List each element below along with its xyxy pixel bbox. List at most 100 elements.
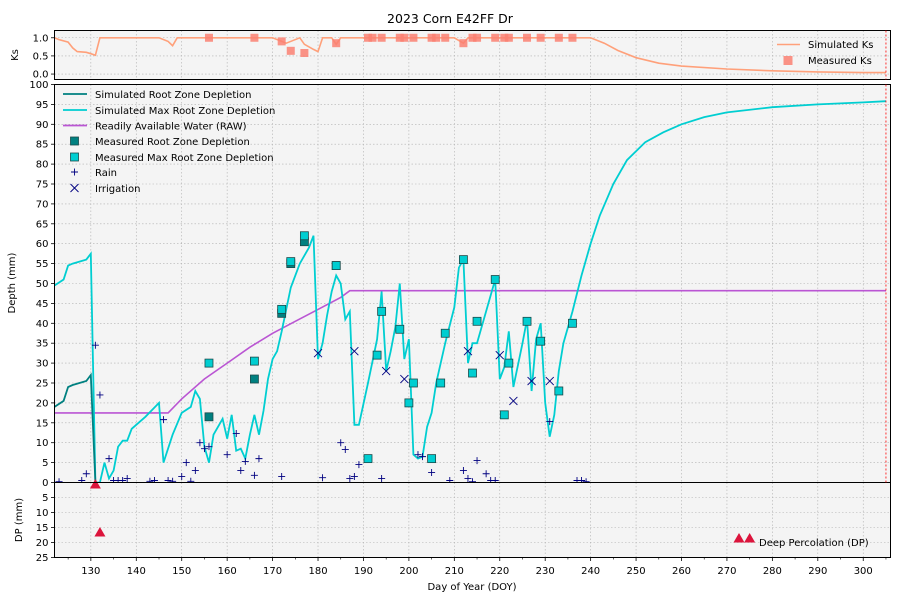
irrigation-point <box>463 346 473 356</box>
measured-max-rzd-point <box>250 356 259 366</box>
x-tick-label: 150 <box>172 566 191 577</box>
rain-point <box>419 453 427 461</box>
x-tick-label: 220 <box>490 566 509 577</box>
measured-max-root-zone-depletion-markers <box>204 231 577 464</box>
ks-measured-point <box>204 33 213 42</box>
depth-legend: Simulated Root Zone Depletion Simulated … <box>63 90 275 195</box>
legend-meas-max-rzd-label: Measured Max Root Zone Depletion <box>95 153 274 164</box>
ks-legend-measured-label: Measured Ks <box>808 56 872 67</box>
rain-point <box>200 445 208 453</box>
legend-meas-max-rzd-swatch <box>70 152 79 162</box>
x-tick-label: 260 <box>672 566 691 577</box>
ks-grid <box>54 30 891 80</box>
dp-legend-swatch <box>733 533 745 543</box>
measured-max-rzd-point <box>377 306 387 316</box>
ks-legend-measured-swatch <box>783 56 793 65</box>
x-tick-label: 290 <box>808 566 827 577</box>
irrigation-point <box>381 366 391 376</box>
measured-max-rzd-point <box>286 257 296 267</box>
y-tick-label: 45 <box>36 299 49 310</box>
legend-meas-rzd-label: Measured Root Zone Depletion <box>95 137 250 148</box>
y-tick-label: 15 <box>36 418 49 429</box>
ks-measured-point <box>368 33 377 42</box>
y-tick-label: 10 <box>36 508 49 519</box>
measured-max-rzd-point <box>427 454 437 464</box>
legend-irrigation-glyph <box>70 183 79 193</box>
x-tick-label: 230 <box>536 566 555 577</box>
ks-measured-point <box>400 33 409 42</box>
measured-max-rzd-point <box>331 261 341 270</box>
ks-panel: 0.0 0.5 1.0 Ks Simulated Ks Measured Ks <box>10 30 891 81</box>
y-tick-label: 70 <box>36 199 49 210</box>
measured-max-rzd-point <box>204 358 214 368</box>
rain-point <box>341 445 349 453</box>
ks-measured-point <box>277 37 286 46</box>
measured-max-rzd-point <box>404 398 414 408</box>
measured-max-rzd-point <box>504 358 514 368</box>
irrigation-markers <box>313 346 555 406</box>
y-tick-label: 0 <box>42 478 48 489</box>
ks-legend-simulated-label: Simulated Ks <box>808 40 873 51</box>
x-tick-label: 180 <box>308 566 327 577</box>
x-tick-label: 160 <box>218 566 237 577</box>
ks-measured-point <box>473 33 482 42</box>
legend-irrigation-label: Irrigation <box>95 184 140 195</box>
y-tick-label: 55 <box>36 259 49 270</box>
dp-y-axis-label: DP (mm) <box>14 498 25 542</box>
rain-point <box>473 457 481 465</box>
ks-measured-point <box>409 33 418 42</box>
dp-legend: Deep Percolation (DP) <box>733 533 869 549</box>
y-tick-label: 25 <box>36 379 49 390</box>
y-tick-label: 0.0 <box>33 70 49 81</box>
measured-max-rzd-point <box>440 328 450 338</box>
dp-point <box>744 533 756 543</box>
measured-max-rzd-point <box>490 275 500 284</box>
rain-point <box>96 391 104 399</box>
rain-point <box>255 455 263 463</box>
rain-point <box>464 475 472 483</box>
y-tick-label: 95 <box>36 100 49 111</box>
irrigation-point <box>400 374 409 384</box>
y-tick-label: 25 <box>36 553 49 564</box>
ks-axes-frame <box>54 30 891 80</box>
ks-measured-point <box>554 33 563 42</box>
legend-meas-rzd-swatch <box>70 136 79 146</box>
x-tick-label: 270 <box>717 566 736 577</box>
deep-percolation-markers <box>89 479 756 543</box>
rain-point <box>232 430 240 438</box>
depth-y-axis-label: Depth (mm) <box>7 252 18 313</box>
rain-point <box>378 475 386 483</box>
y-tick-label: 90 <box>36 120 49 131</box>
rain-point <box>223 451 231 459</box>
depth-panel: 0 5 10 15 20 25 30 35 40 45 50 55 60 65 70 75 80 85 90 95 10… <box>7 80 891 489</box>
ks-y-axis-label: Ks <box>10 49 21 61</box>
chart-title: 2023 Corn E42FF Dr <box>387 11 514 26</box>
measured-rzd-point <box>250 374 259 384</box>
dp-point <box>89 479 101 489</box>
ks-measured-point <box>432 33 441 42</box>
measured-max-rzd-point <box>409 378 418 388</box>
measured-max-rzd-point <box>468 368 477 378</box>
y-tick-label: 100 <box>29 80 48 91</box>
ks-measured-point <box>468 33 477 42</box>
x-tick-label: 250 <box>627 566 646 577</box>
measured-max-rzd-point <box>436 378 446 388</box>
measured-max-rzd-point <box>472 316 482 326</box>
dp-axes-background <box>54 482 891 558</box>
measured-max-rzd-point <box>536 336 546 346</box>
irrigation-point <box>509 396 518 406</box>
x-tick-label: 170 <box>263 566 282 577</box>
rain-point <box>178 473 186 481</box>
ks-measured-point <box>459 39 468 48</box>
y-tick-label: 65 <box>36 219 49 230</box>
ks-legend: Simulated Ks Measured Ks <box>777 40 873 67</box>
ks-measured-point <box>427 33 436 42</box>
rain-point <box>205 443 213 451</box>
ks-measured-point <box>504 33 513 42</box>
legend-raw-label: Readily Available Water (RAW) <box>95 122 247 133</box>
x-tick-label: 300 <box>854 566 873 577</box>
ks-measured-point <box>568 33 577 42</box>
rain-point <box>82 470 90 478</box>
